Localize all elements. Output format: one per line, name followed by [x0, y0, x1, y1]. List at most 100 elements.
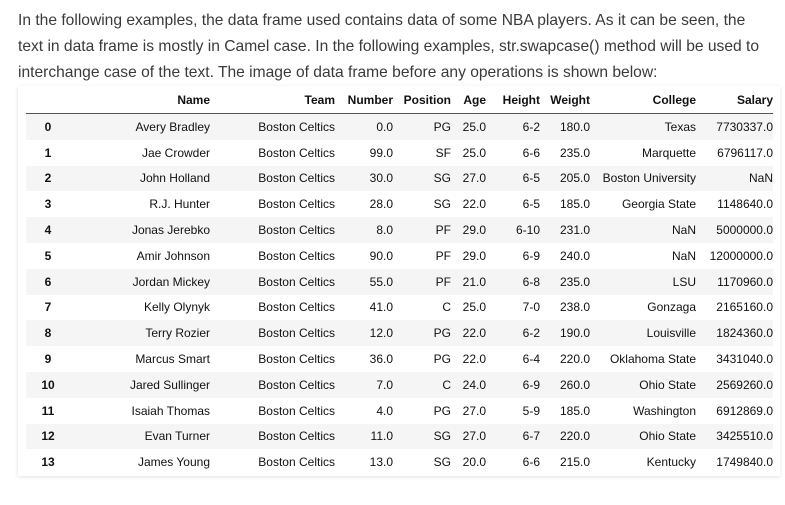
header-row: Name Team Number Position Age Height Weight Col… [26, 86, 773, 114]
cell-weight: 205.0 [559, 171, 590, 186]
cell-weight: 190.0 [559, 326, 590, 341]
cell-height: 6-8 [522, 274, 540, 289]
row-index: 0 [44, 119, 52, 134]
cell-height: 5-9 [522, 403, 540, 418]
cell-position: PG [433, 352, 451, 367]
cell-team: Boston Celtics [258, 145, 335, 160]
cell-college: LSU [672, 274, 696, 289]
table-row: 4 Jonas Jerebko Boston Celtics 8.0 PF 29.0 6-1… [26, 217, 773, 243]
cell-age: 29.0 [462, 248, 486, 263]
row-index: 11 [41, 403, 55, 418]
cell-number: 0.0 [376, 119, 393, 134]
column-header-team: Team [210, 86, 335, 114]
cell-number: 36.0 [369, 352, 393, 367]
column-header-height: Height [486, 86, 540, 114]
row-index: 1 [44, 145, 52, 160]
cell-team: Boston Celtics [258, 352, 335, 367]
cell-team: Boston Celtics [258, 197, 335, 212]
cell-position: PG [433, 119, 451, 134]
cell-name: Jordan Mickey [132, 274, 210, 289]
cell-age: 22.0 [462, 326, 486, 341]
cell-age: 21.0 [462, 274, 486, 289]
cell-name: Marcus Smart [135, 352, 210, 367]
cell-college: Gonzaga [647, 300, 696, 315]
cell-number: 41.0 [369, 300, 393, 315]
table-row: 7 Kelly Olynyk Boston Celtics 41.0 C 25.0 7-0 2… [26, 295, 773, 321]
cell-team: Boston Celtics [258, 429, 335, 444]
cell-team: Boston Celtics [258, 248, 335, 263]
table-row: 2 John Holland Boston Celtics 30.0 SG 27.0 6-5… [26, 165, 773, 192]
cell-position: PG [433, 403, 451, 418]
row-index: 9 [44, 352, 52, 367]
cell-number: 11.0 [370, 429, 393, 444]
cell-height: 6-2 [522, 119, 540, 134]
row-index: 3 [44, 197, 52, 212]
cell-name: Avery Bradley [135, 119, 210, 134]
cell-college: Texas [664, 119, 696, 134]
cell-age: 22.0 [462, 197, 486, 212]
cell-number: 7.0 [376, 377, 393, 392]
column-header-weight: Weight [540, 86, 590, 114]
intro-paragraph: In the following examples, the data fram… [18, 12, 760, 81]
table-row: 0 Avery Bradley Boston Celtics 0.0 PG 25.0 6-2… [26, 113, 773, 140]
cell-height: 6-7 [522, 429, 540, 444]
cell-salary: NaN [748, 171, 773, 186]
cell-college: Boston University [602, 171, 696, 186]
column-header-name: Name [70, 86, 210, 114]
cell-salary: 12000000.0 [709, 248, 773, 263]
row-index: 6 [44, 274, 52, 289]
cell-college: Louisville [646, 326, 696, 341]
table-row: 5 Amir Johnson Boston Celtics 90.0 PF 29.0 6-9… [26, 243, 773, 269]
column-header-age: Age [451, 86, 486, 114]
cell-height: 6-2 [522, 326, 540, 341]
cell-salary: 1824360.0 [716, 326, 773, 341]
cell-position: SF [435, 145, 451, 160]
table-row: 3 R.J. Hunter Boston Celtics 28.0 SG 22.0 6-5 1… [26, 191, 773, 217]
cell-name: Isaiah Thomas [131, 403, 211, 418]
cell-age: 25.0 [462, 119, 486, 134]
row-index: 12 [41, 429, 55, 444]
cell-college: Georgia State [621, 197, 696, 212]
cell-team: Boston Celtics [258, 274, 335, 289]
table-row: 9 Marcus Smart Boston Celtics 36.0 PG 22.0 6-4… [26, 346, 773, 372]
column-header-index [26, 86, 70, 114]
cell-college: NaN [671, 223, 696, 238]
cell-weight: 220.0 [559, 352, 590, 367]
table-row: 13 James Young Boston Celtics 13.0 SG 20.0 6-6… [26, 449, 773, 475]
cell-age: 27.0 [462, 403, 486, 418]
cell-number: 55.0 [369, 274, 393, 289]
cell-salary: 2165160.0 [716, 300, 773, 315]
cell-team: Boston Celtics [258, 171, 335, 186]
cell-age: 27.0 [462, 171, 486, 186]
cell-height: 7-0 [522, 300, 540, 315]
column-header-number: Number [335, 86, 393, 114]
cell-height: 6-9 [522, 248, 540, 263]
cell-team: Boston Celtics [258, 223, 335, 238]
cell-college: Ohio State [639, 429, 696, 444]
cell-position: PF [435, 274, 451, 289]
cell-team: Boston Celtics [258, 300, 335, 315]
cell-height: 6-4 [522, 352, 540, 367]
cell-position: SG [433, 429, 451, 444]
cell-salary: 6912869.0 [716, 403, 773, 418]
cell-name: Amir Johnson [136, 248, 210, 263]
cell-position: SG [433, 455, 451, 470]
table-row: 12 Evan Turner Boston Celtics 11.0 SG 27.0 6-7… [26, 423, 773, 450]
cell-salary: 1749840.0 [716, 455, 773, 470]
cell-team: Boston Celtics [258, 455, 335, 470]
column-header-position: Position [393, 86, 451, 114]
cell-height: 6-10 [515, 223, 540, 238]
cell-salary: 2569260.0 [716, 377, 773, 392]
cell-age: 25.0 [462, 145, 486, 160]
column-header-college: College [590, 86, 696, 114]
cell-college: Washington [633, 403, 696, 418]
cell-salary: 3431040.0 [716, 352, 773, 367]
row-index: 5 [44, 248, 52, 263]
cell-number: 99.0 [369, 145, 393, 160]
cell-name: Jared Sullinger [129, 377, 210, 392]
cell-position: C [442, 377, 451, 392]
cell-weight: 240.0 [559, 248, 590, 263]
cell-height: 6-5 [522, 171, 540, 186]
cell-number: 8.0 [376, 223, 393, 238]
cell-salary: 5000000.0 [716, 223, 773, 238]
